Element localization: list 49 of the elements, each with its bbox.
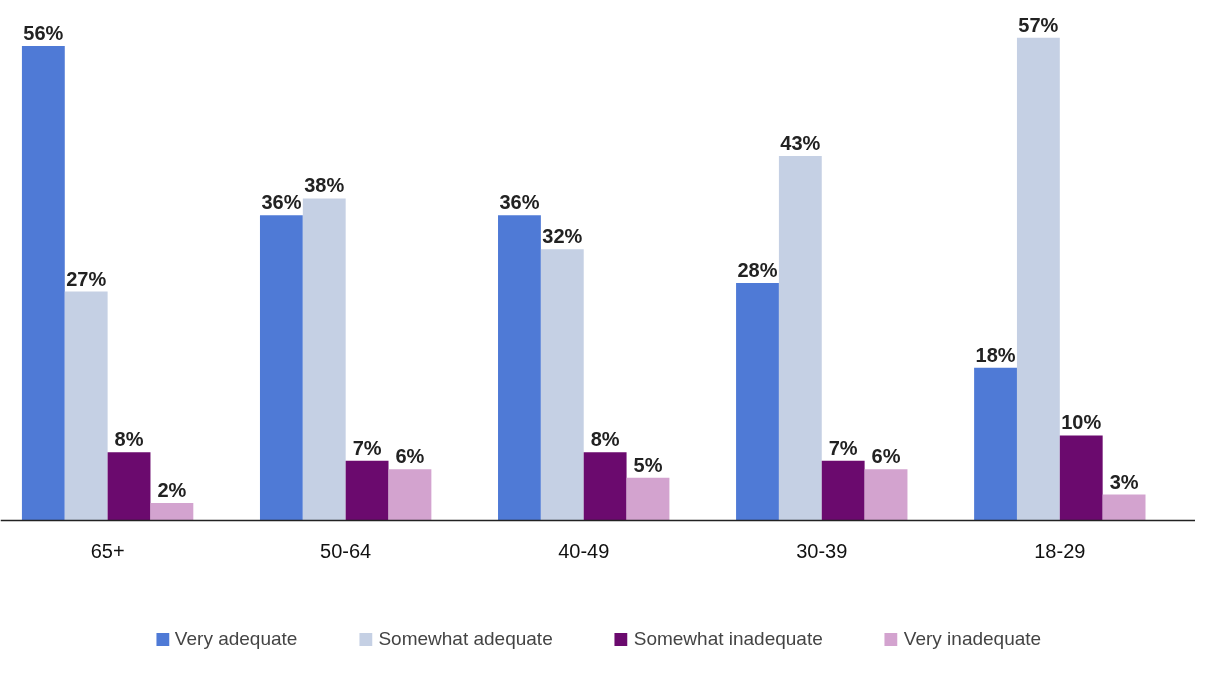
bar: [778, 156, 822, 520]
bar: [259, 215, 303, 520]
bar: [150, 503, 194, 520]
bar: [498, 215, 541, 520]
bar: [821, 460, 865, 520]
data-label: 7%: [828, 436, 858, 459]
data-label: 6%: [395, 445, 425, 468]
bar: [583, 452, 627, 520]
data-label: 38%: [304, 174, 345, 197]
bar: [107, 452, 151, 520]
data-label: 28%: [737, 259, 778, 282]
data-label: 57%: [1018, 13, 1059, 36]
x-tick-label: 18-29: [1034, 540, 1086, 562]
x-tick-label: 40-49: [558, 540, 610, 562]
data-label: 2%: [157, 479, 187, 502]
legend-label: Very adequate: [174, 628, 298, 650]
bar: [626, 477, 670, 520]
legend-label: Very inadequate: [903, 628, 1042, 650]
data-label: 36%: [261, 191, 302, 214]
data-label: 10%: [1061, 411, 1102, 434]
bar: [974, 367, 1017, 520]
bar: [345, 460, 389, 520]
bar: [540, 249, 584, 520]
data-label: 56%: [23, 22, 64, 45]
x-tick-label: 50-64: [320, 540, 372, 562]
x-tick-label: 30-39: [796, 540, 848, 562]
data-label: 43%: [780, 132, 821, 155]
bar: [64, 291, 108, 520]
data-label: 6%: [871, 445, 901, 468]
bar: [1102, 494, 1146, 520]
bar: [864, 469, 908, 520]
bar: [736, 283, 779, 520]
legend-label: Somewhat adequate: [378, 628, 553, 650]
bar: [21, 46, 65, 520]
data-label: 32%: [542, 225, 583, 248]
legend-label: Somewhat inadequate: [633, 628, 823, 650]
bar: [1016, 37, 1060, 520]
data-label: 5%: [633, 453, 663, 476]
data-label: 36%: [499, 191, 540, 214]
bar: [302, 198, 346, 520]
bar: [388, 469, 432, 520]
data-label: 7%: [352, 436, 382, 459]
data-label: 8%: [114, 428, 144, 451]
x-tick-label: 65+: [90, 540, 125, 562]
bar: [1059, 435, 1103, 520]
data-label: 27%: [66, 267, 107, 290]
data-label: 3%: [1109, 470, 1139, 493]
data-label: 8%: [590, 428, 620, 451]
data-label: 18%: [975, 343, 1016, 366]
